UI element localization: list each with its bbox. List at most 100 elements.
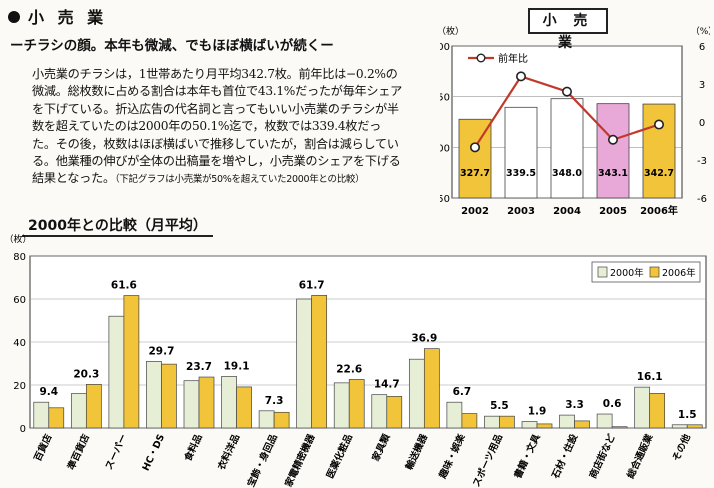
compare-chart-title: 2000年との比較（月平均）: [22, 214, 213, 237]
bar-value-label: 343.1: [598, 168, 628, 179]
bar: [48, 407, 65, 429]
bar: [521, 421, 538, 429]
x-tick-label: 家電精密機器: [282, 432, 317, 488]
bar: [671, 424, 688, 429]
y-axis-label: （枚）: [440, 25, 464, 37]
bar-value-label: 61.7: [299, 279, 325, 291]
article-body: 小売業のチラシは，1世帯あたり月平均342.7枚。前年比は−0.2%の微減。総枚…: [32, 66, 404, 189]
bar: [550, 98, 584, 199]
x-tick-label: 百貨店: [32, 432, 55, 463]
bar: [642, 103, 676, 199]
bar-value-label: 16.1: [637, 371, 663, 383]
bar-value-label: 0.6: [603, 398, 622, 410]
bar: [33, 401, 50, 429]
bar: [574, 420, 590, 429]
legend-swatch: [597, 266, 608, 278]
bar-value-label: 14.7: [374, 379, 400, 391]
y2-tick-label: -6: [697, 194, 707, 205]
y2-tick-label: 6: [699, 42, 705, 53]
yoy-point: [469, 142, 480, 153]
y-tick-label: 0: [20, 424, 26, 435]
bar: [504, 106, 538, 199]
bar-value-label: 7.3: [265, 395, 284, 407]
x-tick-label: スーパー: [103, 432, 130, 471]
headline: ーチラシの顔。本年も微減、でもほぼ横ばいが続くー: [10, 38, 334, 54]
bar: [198, 376, 215, 429]
x-tick-label: 衣料洋品: [215, 432, 242, 472]
y-tick-label: 400: [440, 42, 450, 53]
bar: [596, 413, 613, 429]
bar: [348, 379, 365, 429]
yoy-point: [654, 119, 665, 130]
bar: [221, 376, 237, 429]
section-title-text: 小 売 業: [28, 8, 108, 27]
y-tick-label: 80: [13, 252, 26, 263]
x-tick-label: 趣味・娯楽: [436, 432, 468, 481]
yearly-chart: 250 300 350 400 -6 -3 0 3 6 （枚） （%） 327.7 2002 339.5 2…: [440, 25, 710, 216]
x-tick-label: 書籍・文具: [512, 432, 543, 481]
bar: [146, 361, 162, 429]
bar: [461, 413, 478, 429]
y-tick-label: 20: [13, 381, 26, 392]
bar: [536, 423, 553, 429]
bar: [446, 401, 463, 429]
bar-value-label: 23.7: [186, 361, 212, 373]
bar: [183, 380, 200, 429]
y-tick-label: 250: [440, 194, 450, 205]
bar-value-label: 36.9: [411, 333, 437, 345]
bar-value-label: 29.7: [148, 345, 174, 357]
y-tick-label: 60: [13, 295, 26, 306]
x-tick-label: 準百貨店: [65, 432, 92, 472]
bar-value-label: 9.4: [39, 386, 58, 398]
bar: [634, 386, 651, 429]
article-note: （下記グラフは小売業が50%を超えていた2000年との比較）: [114, 174, 365, 186]
bar: [85, 384, 102, 429]
y2-tick-label: 0: [699, 118, 705, 129]
bar-value-label: 348.0: [552, 168, 582, 179]
x-tick-label: 2002: [461, 206, 489, 216]
bar: [273, 411, 290, 429]
legend-label: 2000年: [610, 267, 644, 279]
bar-value-label: 61.6: [111, 280, 137, 292]
x-tick-label: 2006年: [640, 204, 678, 216]
bar: [686, 424, 703, 429]
y-tick-label: 40: [13, 338, 26, 349]
x-tick-label: 食料品: [181, 432, 204, 464]
bar: [108, 315, 125, 429]
x-tick-label: 総合通販業: [624, 432, 655, 481]
bar: [423, 348, 440, 429]
x-tick-label: HC・DS: [141, 432, 168, 472]
bar: [123, 295, 140, 429]
bar-value-label: 22.6: [336, 363, 362, 375]
bar-value-label: 342.7: [644, 168, 674, 179]
bar: [70, 393, 87, 429]
yoy-point: [516, 71, 527, 82]
bar: [649, 393, 666, 429]
x-tick-label: その他: [670, 432, 693, 463]
y2-tick-label: -3: [697, 156, 707, 167]
legend-swatch: [649, 266, 660, 278]
y-tick-label: 300: [440, 143, 450, 154]
legend-marker: [476, 53, 486, 63]
yearly-chart-title: 小 売 業: [528, 8, 608, 51]
yoy-point: [562, 86, 573, 97]
bar: [499, 415, 515, 429]
y2-axis-label: （%）: [691, 26, 710, 37]
bar: [258, 410, 275, 429]
yoy-point: [608, 134, 619, 145]
category-chart: 0 20 40 60 80 （枚） 9.4 百貨店 20.3 準百貨店 61.6 スーパー 29.7 HC…: [4, 233, 707, 488]
bar: [296, 298, 313, 429]
bar-value-label: 327.7: [460, 168, 490, 179]
bar-value-label: 5.5: [490, 400, 509, 412]
bullet-icon: [8, 11, 20, 23]
y2-tick-label: 3: [699, 80, 705, 91]
bar: [236, 386, 252, 429]
y-tick-label: 350: [440, 93, 450, 104]
x-tick-label: 商店街など: [587, 432, 618, 481]
bar-value-label: 3.3: [565, 399, 584, 411]
x-tick-label: 家具類: [370, 432, 393, 463]
section-title: 小 売 業: [8, 4, 107, 28]
x-tick-label: 2003: [507, 206, 535, 216]
bar-value-label: 19.1: [224, 360, 250, 372]
x-tick-label: 医薬化粧品: [324, 432, 355, 480]
